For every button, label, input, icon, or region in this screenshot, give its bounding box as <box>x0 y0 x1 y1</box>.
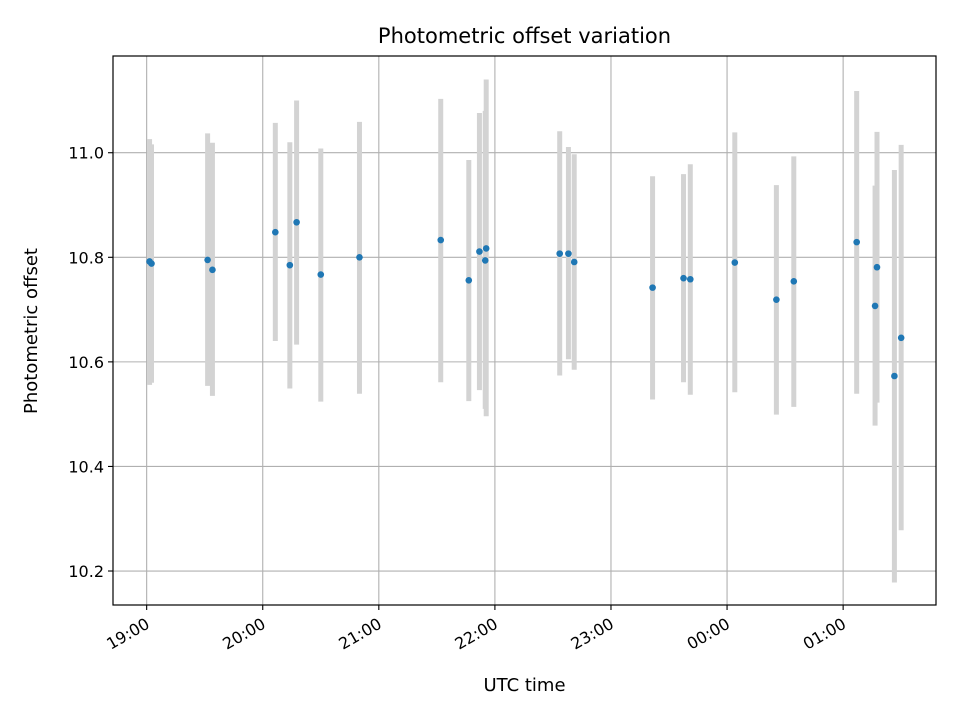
plot-frame <box>112 55 937 606</box>
data-point <box>204 256 211 264</box>
data-point <box>570 258 578 266</box>
chart-title: Photometric offset variation <box>378 24 671 48</box>
data-point <box>356 253 363 261</box>
y-axis-label: Photometric offset <box>21 248 42 414</box>
x-tick-label: 19:00 <box>103 614 152 654</box>
data-point <box>649 284 656 291</box>
y-tick-label: 10.2 <box>68 562 104 581</box>
data-point <box>556 250 564 257</box>
y-tick-label: 10.6 <box>68 353 104 372</box>
x-tick-label: 22:00 <box>451 614 500 654</box>
data-point <box>293 218 300 226</box>
x-tick-label: 21:00 <box>335 614 384 654</box>
data-point <box>891 372 898 380</box>
data-point <box>773 296 780 303</box>
data-point <box>686 275 694 283</box>
x-axis-label: UTC time <box>483 675 565 696</box>
data-point <box>871 302 879 310</box>
data-point <box>853 238 860 246</box>
data-point <box>482 245 490 252</box>
data-point <box>209 266 216 274</box>
data-point <box>897 334 905 342</box>
y-tick-label: 10.8 <box>68 248 104 267</box>
x-tick-label: 01:00 <box>800 614 849 654</box>
grid-lines <box>113 56 936 605</box>
data-point <box>565 250 572 257</box>
data-point <box>272 228 279 236</box>
data-point <box>317 271 325 278</box>
x-tick-label: 00:00 <box>684 614 733 654</box>
data-point <box>437 236 445 244</box>
data-point <box>481 257 489 264</box>
data-point <box>286 261 294 269</box>
data-point <box>476 248 483 255</box>
x-tick-label: 23:00 <box>568 614 617 654</box>
y-tick-label: 11.0 <box>68 144 104 163</box>
axis-ticks: 19:00 20:00 21:00 22:00 23:00 00:00 01:00 10.2 1… <box>68 144 849 654</box>
data-point <box>680 274 687 282</box>
x-tick-label: 20:00 <box>219 614 268 654</box>
y-tick-label: 10.4 <box>68 457 104 476</box>
data-points <box>146 218 905 380</box>
data-point <box>465 277 473 284</box>
data-point <box>731 259 739 266</box>
data-point <box>873 263 881 271</box>
data-point <box>790 278 798 285</box>
data-point <box>148 260 155 267</box>
